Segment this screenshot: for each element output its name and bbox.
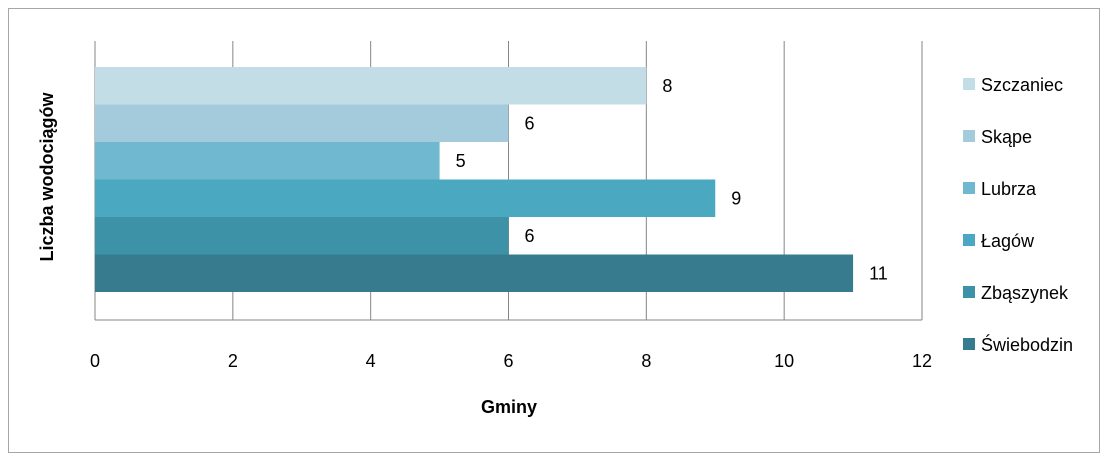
legend-swatch	[963, 78, 975, 90]
bar-4	[95, 179, 716, 217]
data-label: 8	[662, 76, 672, 96]
legend-label: Skąpe	[981, 127, 1032, 147]
legend-label: Świebodzin	[981, 334, 1073, 355]
legend-label: Lubrza	[981, 179, 1037, 199]
bar-3	[95, 142, 440, 180]
legend-swatch	[963, 338, 975, 350]
legend-swatch	[963, 286, 975, 298]
bar-chart: 0 2 4 6 8 10 12 8 6 5 9 6 11 Gminy Liczba wodociągó…	[37, 41, 1073, 417]
legend-label: Łagów	[981, 231, 1035, 251]
legend: Szczaniec Skąpe Lubrza Łagów Zbąszynek Świebo…	[963, 75, 1073, 355]
x-tick-label: 10	[774, 351, 794, 371]
bar-5	[95, 217, 509, 255]
legend-label: Szczaniec	[981, 75, 1063, 95]
legend-swatch	[963, 182, 975, 194]
bar-1	[95, 67, 647, 105]
bar-6	[95, 254, 854, 292]
x-tick-label: 12	[912, 351, 932, 371]
data-label: 6	[525, 113, 535, 133]
chart-container: 0 2 4 6 8 10 12 8 6 5 9 6 11 Gminy Liczba wodociągó…	[8, 8, 1100, 453]
data-label: 11	[869, 263, 888, 283]
x-tick-label: 6	[503, 351, 513, 371]
x-axis-title: Gminy	[481, 397, 537, 417]
y-axis-title: Liczba wodociągów	[37, 91, 57, 261]
legend-swatch	[963, 130, 975, 142]
x-tick-label: 8	[641, 351, 651, 371]
data-label: 5	[456, 151, 466, 171]
data-label: 9	[731, 188, 741, 208]
bar-2	[95, 104, 509, 142]
legend-label: Zbąszynek	[981, 283, 1069, 303]
x-tick-label: 4	[366, 351, 376, 371]
bars	[95, 67, 854, 292]
data-label: 6	[525, 226, 535, 246]
x-axis: 0 2 4 6 8 10 12	[90, 319, 932, 371]
legend-swatch	[963, 234, 975, 246]
data-labels: 8 6 5 9 6 11	[456, 76, 888, 284]
x-tick-label: 0	[90, 351, 100, 371]
x-tick-label: 2	[228, 351, 238, 371]
